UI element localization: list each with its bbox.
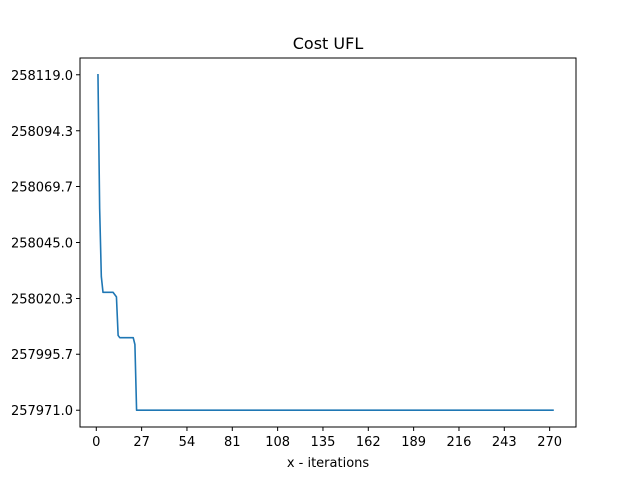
x-tick-label: 108 <box>265 435 290 450</box>
y-tick-label: 258094.3 <box>11 125 73 140</box>
y-axis: 257971.0 257995.7 258020.3 258045.0 258069.7… <box>11 69 80 419</box>
x-tick-label: 81 <box>224 435 241 450</box>
x-tick-label: 135 <box>311 435 336 450</box>
y-tick-label: 258069.7 <box>11 181 73 196</box>
y-tick-label: 258045.0 <box>11 237 73 252</box>
x-tick-label: 216 <box>447 435 472 450</box>
x-tick-label: 162 <box>356 435 381 450</box>
x-tick-label: 189 <box>401 435 426 450</box>
x-axis-label: x - iterations <box>287 456 370 471</box>
x-tick-label: 27 <box>133 435 150 450</box>
series-line <box>97 73 554 412</box>
plot-frame <box>79 57 577 428</box>
y-tick-label: 257971.0 <box>11 404 73 419</box>
x-tick-label: 270 <box>537 435 562 450</box>
plot-area <box>97 73 554 412</box>
x-axis: 0 27 54 81 108 135 162 189 216 243 270 <box>92 427 562 450</box>
x-tick-label: 0 <box>92 435 100 450</box>
y-tick-label: 258020.3 <box>11 292 73 307</box>
y-tick-label: 257995.7 <box>11 348 73 363</box>
chart-title: Cost UFL <box>293 34 364 53</box>
y-tick-label: 258119.0 <box>11 69 73 84</box>
x-tick-label: 54 <box>179 435 196 450</box>
x-tick-label: 243 <box>492 435 517 450</box>
